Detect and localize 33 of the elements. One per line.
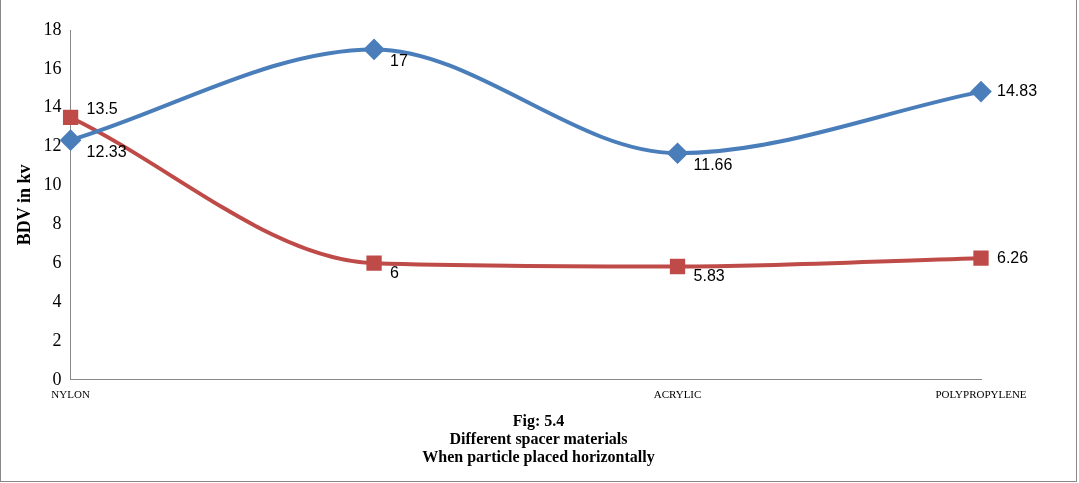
y-tick-label: 4 [52, 290, 62, 311]
x-tick-label: ACRYLIC [653, 388, 702, 401]
point [971, 81, 991, 102]
point [366, 255, 382, 271]
point [62, 109, 79, 126]
point [669, 258, 686, 275]
data-label: 5.83 [693, 266, 725, 284]
text: When particle placed horizontally [421, 448, 656, 466]
data-label: 14.83 [997, 82, 1038, 100]
x-tick-label: POLYPROPYLENE [935, 388, 1027, 401]
text: Different spacer materials [448, 430, 629, 448]
y-tick-label: 10 [43, 174, 62, 195]
data-label: 13.5 [86, 99, 118, 117]
data-label: 6.26 [997, 248, 1029, 266]
text: Fig: 5.4 [511, 412, 566, 430]
data-label: 12.33 [86, 142, 127, 160]
point [60, 130, 81, 151]
y-axis-title: BDV in kv [14, 164, 35, 246]
data-label: 6 [390, 263, 400, 281]
y-tick-label: 14 [43, 96, 62, 117]
y-tick-label: 12 [43, 135, 62, 156]
y-tick-label: 8 [52, 213, 62, 234]
data-label: 17 [390, 51, 408, 69]
x-tick-label: NYLON [51, 388, 90, 401]
point [364, 39, 385, 60]
point [667, 143, 688, 164]
y-tick-label: 16 [43, 57, 62, 78]
y-tick-label: 6 [52, 251, 62, 272]
y-tick-label: 2 [52, 329, 62, 350]
y-tick-label: 18 [43, 18, 62, 39]
point [973, 250, 989, 266]
data-label: 11.66 [693, 155, 733, 173]
y-tick-label: 0 [52, 368, 62, 389]
